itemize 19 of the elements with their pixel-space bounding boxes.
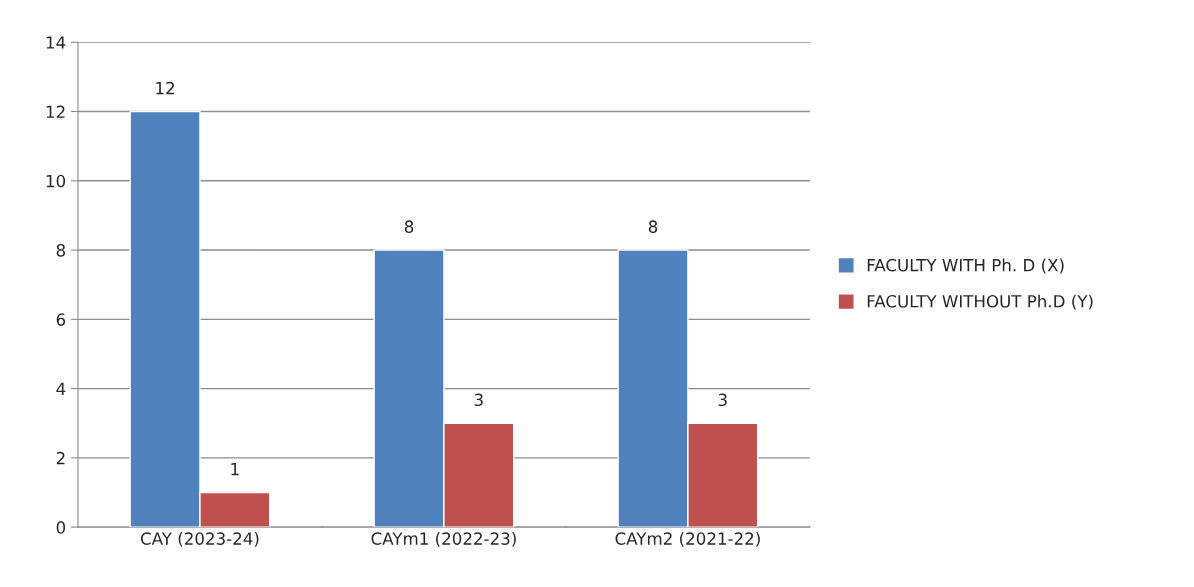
y-tick-label: 14	[46, 36, 66, 49]
x-tick-label: CAY (2023-24)	[140, 532, 259, 547]
data-label: 12	[156, 81, 174, 95]
y-tick-label: 12	[46, 105, 65, 118]
data-label: 3	[718, 393, 727, 407]
y-tick-label: 10	[46, 174, 66, 188]
y-tick-label: 8	[56, 244, 66, 257]
y-tick-label: 2	[56, 451, 65, 465]
legend-label: FACULTY WITH Ph. D (X)	[867, 258, 1064, 274]
y-tick-label: 6	[56, 313, 66, 326]
data-label: 3	[474, 393, 483, 407]
legend-label: FACULTY WITHOUT Ph.D (Y)	[867, 294, 1093, 310]
y-tick-label: 4	[56, 382, 66, 395]
data-label: 1	[231, 462, 239, 476]
y-tick-label: 0	[56, 521, 66, 534]
data-label: 8	[648, 220, 658, 233]
x-tick-label: CAYm1 (2022-23)	[371, 532, 516, 547]
data-label: 8	[404, 220, 414, 233]
x-tick-label: CAYm2 (2021-22)	[615, 532, 760, 547]
